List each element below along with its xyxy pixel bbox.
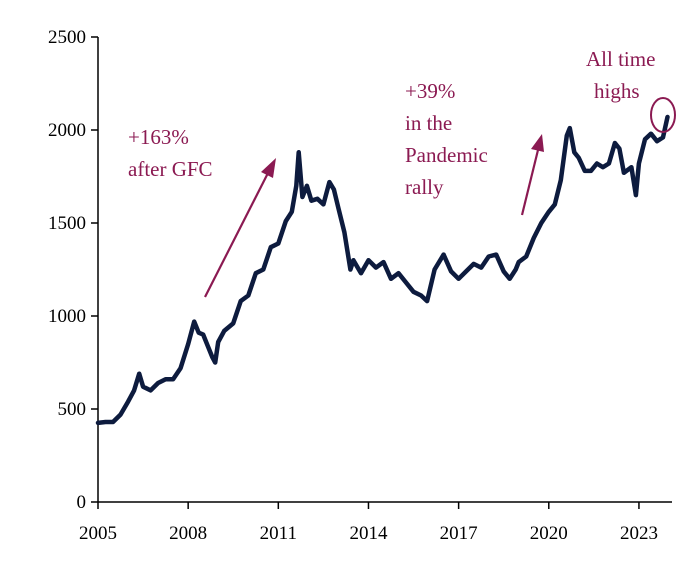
annotation-gfc-arrow-shaft [204,172,269,298]
annotation-pandemic-line2: in the [405,111,452,135]
annotation-gfc-pct: +163% [128,125,189,149]
x-tick-label: 2020 [530,523,568,544]
y-tick-label: 2500 [48,27,86,48]
annotation-gfc-text: after GFC [128,157,213,181]
annotation-pandemic-pct: +39% [405,79,455,103]
x-axis: 2005 2008 2011 2014 2017 2020 2023 [79,501,672,544]
series-layer [95,114,670,426]
y-axis: 0 500 1000 1500 2000 2500 [48,27,99,513]
y-tick-label: 0 [77,492,87,513]
annotation-ath-line1: All time [586,47,655,71]
annotation-pandemic: +39% in the Pandemic rally [405,79,544,216]
annotation-gfc: +163% after GFC [128,125,276,298]
annotation-gfc-arrow-icon [261,158,276,178]
annotation-ath: All time highs [586,47,676,133]
x-tick-label: 2017 [440,523,478,544]
y-tick-label: 500 [58,399,87,420]
annotation-ath-circle-icon [650,97,676,133]
x-tick-label: 2023 [620,523,658,544]
y-tick-label: 1500 [48,213,86,234]
annotation-pandemic-line3: Pandemic [405,143,488,167]
x-tick-label: 2008 [169,523,207,544]
annotation-ath-line2: highs [594,79,640,103]
series-line [95,114,670,426]
annotation-pandemic-arrow-icon [531,134,544,152]
y-tick-label: 1000 [48,306,86,327]
y-tick-label: 2000 [48,120,86,141]
x-tick-label: 2014 [349,523,388,544]
annotation-pandemic-arrow-shaft [520,149,540,216]
x-tick-label: 2011 [260,523,297,544]
x-tick-label: 2005 [79,523,117,544]
annotation-pandemic-line4: rally [405,175,444,199]
